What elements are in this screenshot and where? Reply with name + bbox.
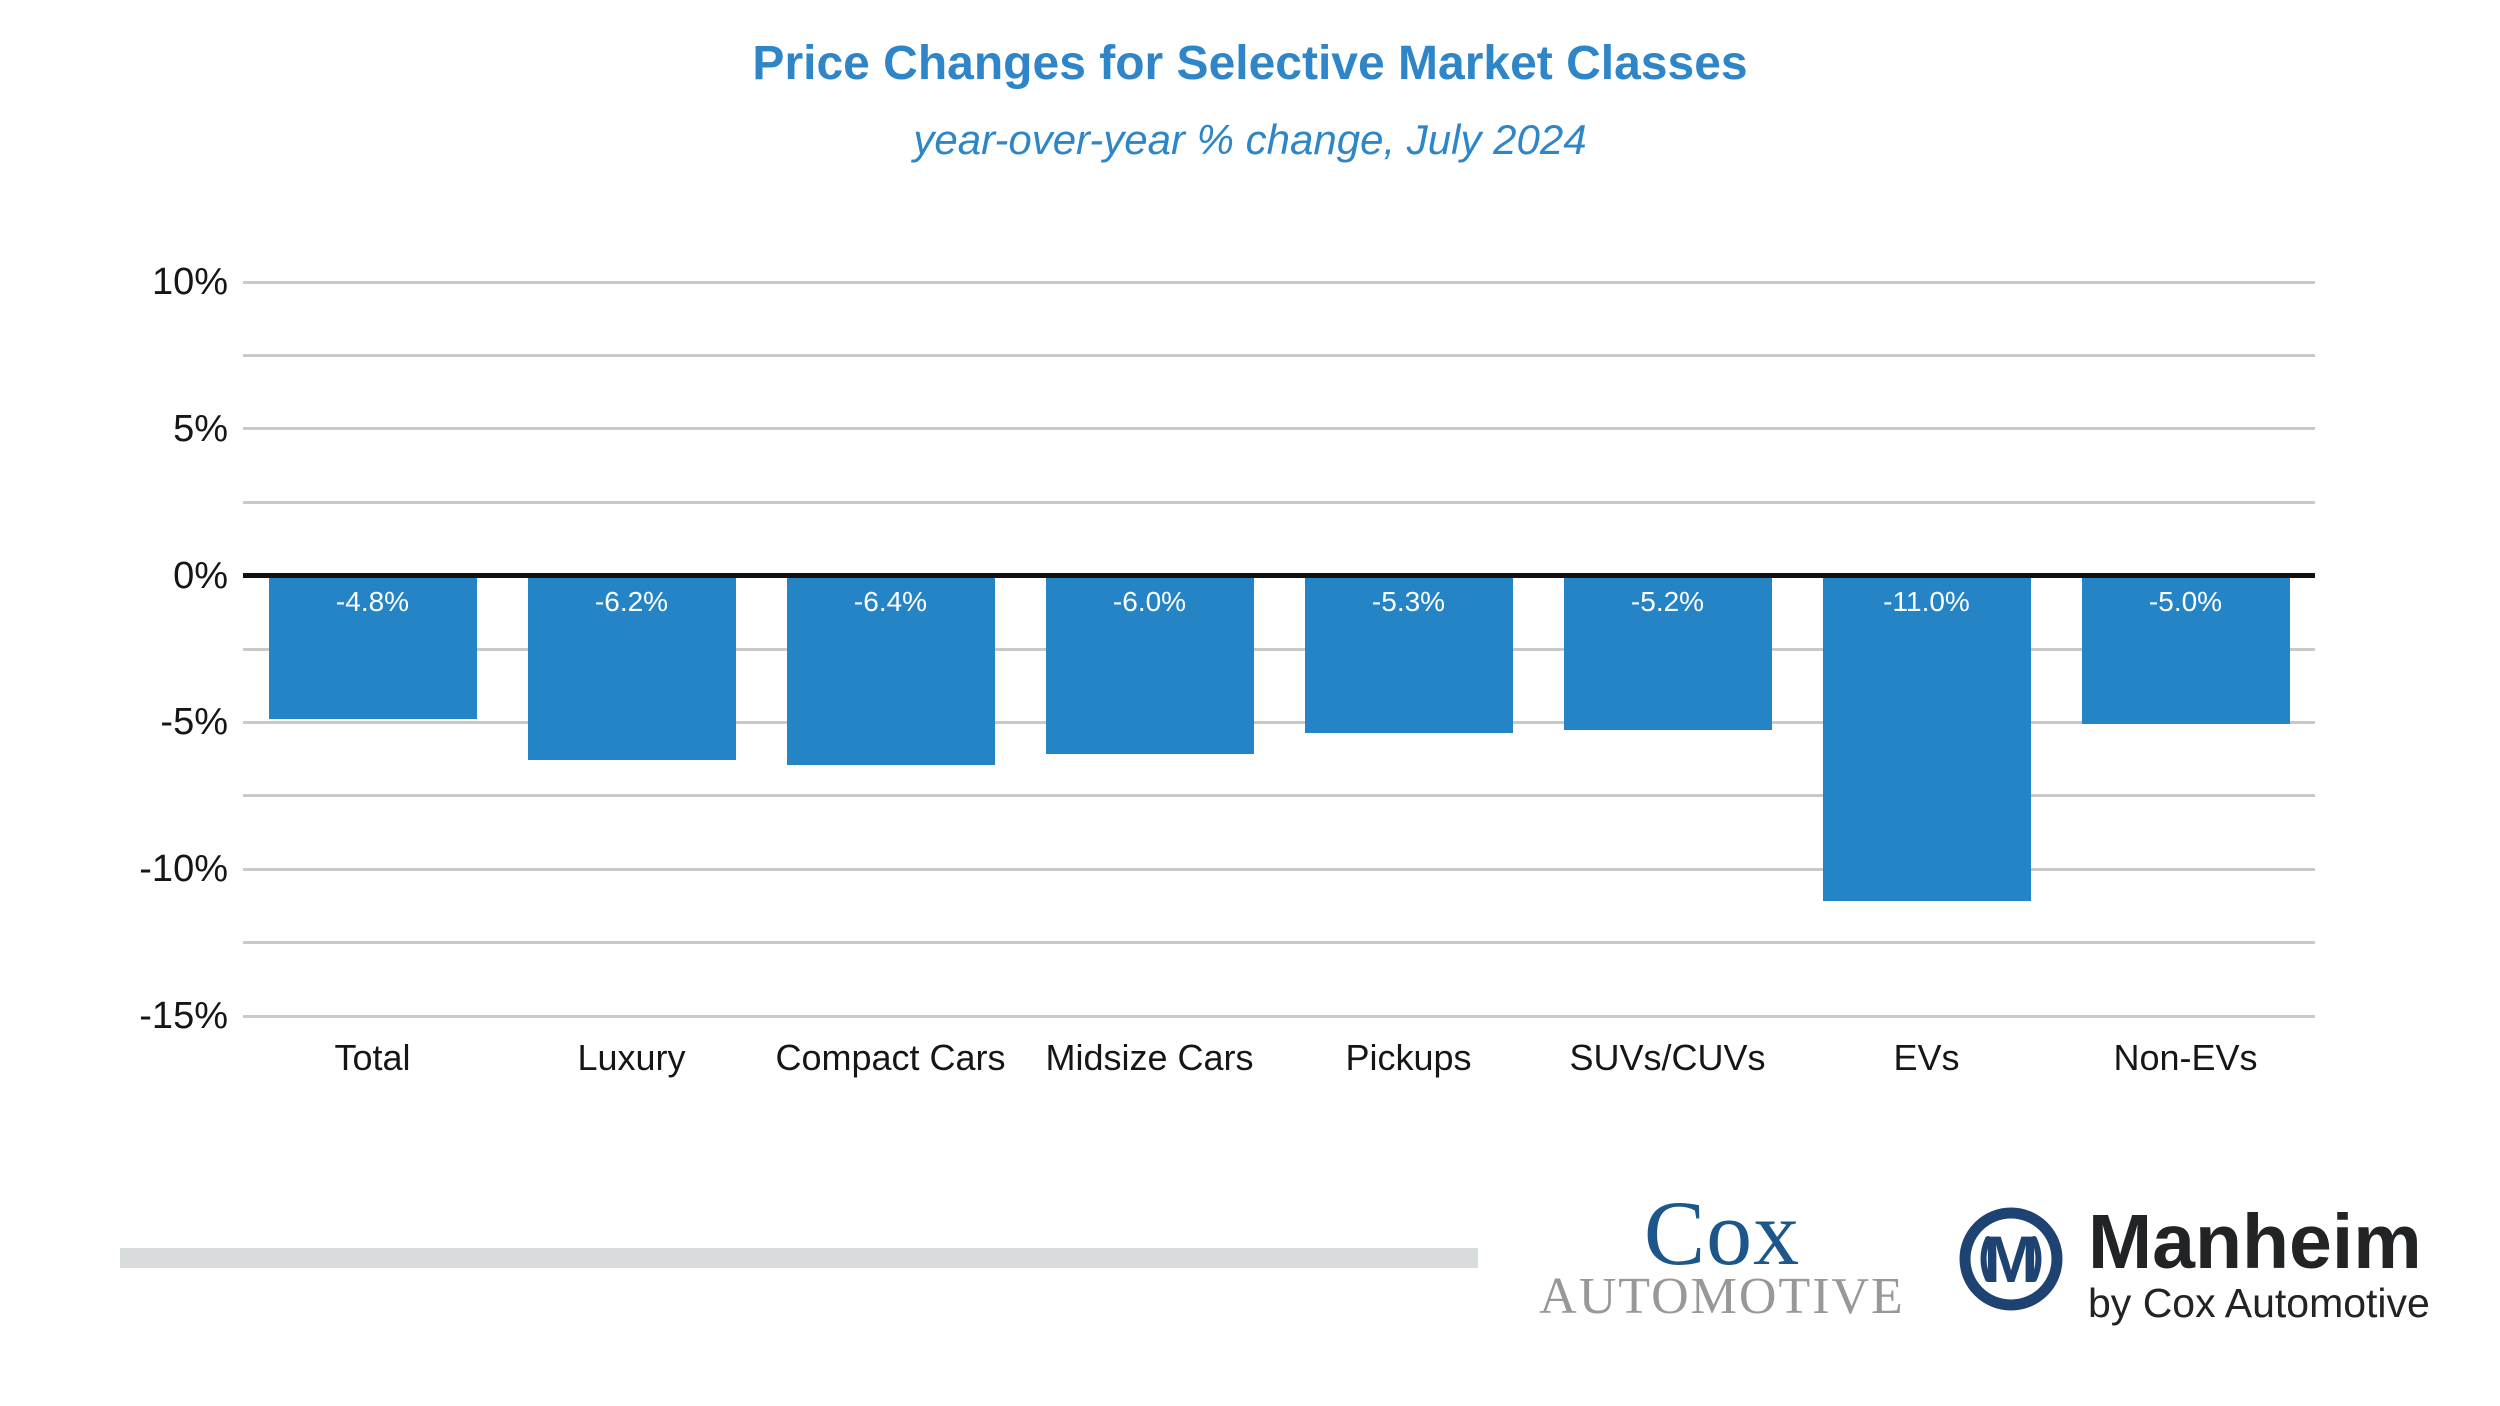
manheim-text-block: Manheim by Cox Automotive <box>2088 1202 2430 1324</box>
bar-pickups: -5.3% <box>1304 577 1513 734</box>
x-tick-label-total: Total <box>334 1037 411 1078</box>
cox-logo-wordmark: Cox <box>1643 1182 1801 1284</box>
manheim-wordmark: Manheim <box>2088 1199 2422 1285</box>
chart-subtitle: year-over-year % change, July 2024 <box>913 116 1587 163</box>
y-tick-label--5: -5% <box>160 701 228 744</box>
manheim-m-icon: M <box>1959 1207 2063 1311</box>
cox-automotive-logo: Cox AUTOMOTIVE <box>1528 1182 1916 1325</box>
bar-value-label-compact-cars: -6.4% <box>853 585 928 617</box>
bar-value-label-non-evs: -5.0% <box>2148 585 2223 617</box>
y-tick-label-0: 0% <box>173 554 228 597</box>
x-tick-label-non-evs: Non-EVs <box>2113 1037 2258 1078</box>
bar-evs: -11.0% <box>1822 577 2031 901</box>
gridline--10 <box>243 867 2315 871</box>
bar-value-label-midsize-cars: -6.0% <box>1112 585 1187 617</box>
gridline--12.5 <box>243 941 2315 945</box>
x-tick-label-compact-cars: Compact Cars <box>775 1037 1006 1078</box>
y-tick-label--15: -15% <box>139 995 228 1037</box>
gridline-7.5 <box>243 353 2315 357</box>
bar-value-label-suvs-cuvs: -5.2% <box>1630 585 1705 617</box>
bar-value-label-evs: -11.0% <box>1883 585 1970 617</box>
bar-compact-cars: -6.4% <box>786 577 995 766</box>
bar-value-label-luxury: -6.2% <box>594 585 669 617</box>
y-tick-label-5: 5% <box>173 407 228 450</box>
bar-suvs-cuvs: -5.2% <box>1563 577 1772 731</box>
gridline--15 <box>243 1014 2315 1018</box>
zero-axis-line <box>243 573 2315 579</box>
footer-divider-bar <box>120 1248 1478 1268</box>
gridline--7.5 <box>243 794 2315 798</box>
y-tick-label-10: 10% <box>151 261 228 303</box>
y-tick-label--10: -10% <box>139 848 228 891</box>
manheim-byline: by Cox Automotive <box>2088 1280 2430 1326</box>
chart-title: Price Changes for Selective Market Class… <box>752 37 1748 90</box>
cox-logo-automotive-text: AUTOMOTIVE <box>1539 1268 1905 1325</box>
bar-value-label-pickups: -5.3% <box>1371 585 1446 617</box>
x-tick-label-pickups: Pickups <box>1345 1037 1472 1078</box>
gridline-10 <box>243 280 2315 284</box>
x-tick-label-midsize-cars: Midsize Cars <box>1045 1037 1254 1078</box>
gridline-5 <box>243 427 2315 431</box>
gridline-2.5 <box>243 500 2315 504</box>
bar-total: -4.8% <box>268 577 477 719</box>
x-tick-label-suvs-cuvs: SUVs/CUVs <box>1569 1037 1766 1078</box>
bar-non-evs: -5.0% <box>2081 577 2290 725</box>
x-tick-label-luxury: Luxury <box>577 1037 686 1078</box>
manheim-logo: M Manheim by Cox Automotive <box>1958 1202 2458 1332</box>
x-tick-label-evs: EVs <box>1893 1037 1960 1078</box>
gridline--2.5 <box>243 647 2315 651</box>
bar-midsize-cars: -6.0% <box>1045 577 1254 754</box>
manheim-emblem-letter: M <box>1984 1222 2039 1296</box>
bar-value-label-total: -4.8% <box>335 585 410 617</box>
bar-luxury: -6.2% <box>527 577 736 760</box>
gridline--5 <box>243 720 2315 724</box>
